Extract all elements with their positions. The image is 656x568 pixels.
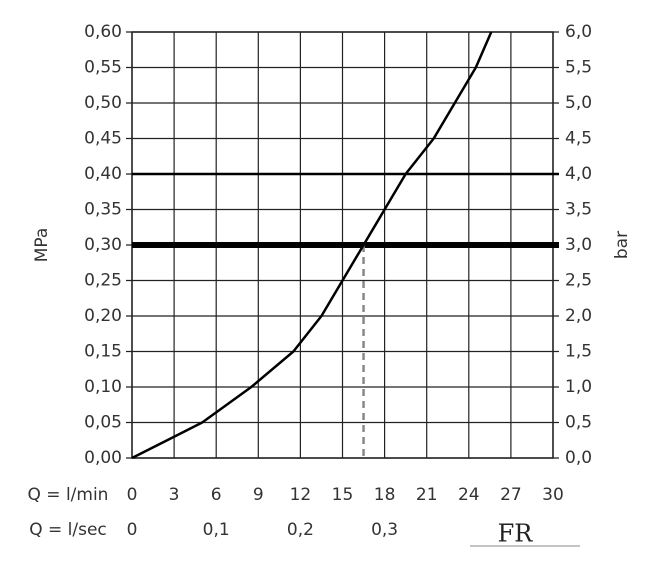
y2-tick-label: 2,5 — [565, 271, 592, 291]
y2-tick-label: 1,5 — [565, 342, 592, 362]
y-tick-label: 0,35 — [84, 200, 122, 220]
y2-tick-label: 2,0 — [565, 306, 592, 326]
y-tick-label: 0,60 — [84, 22, 122, 42]
y-tick-label: 0,25 — [84, 271, 122, 291]
x2-tick-label: 0,2 — [287, 520, 314, 540]
y-axis-label: MPa — [32, 228, 52, 263]
y2-tick-label: 3,0 — [565, 235, 592, 255]
x-tick-label: 18 — [374, 485, 396, 505]
y-tick-label: 0,15 — [84, 342, 122, 362]
y-tick-label: 0,20 — [84, 306, 122, 326]
x-tick-label: 15 — [332, 485, 354, 505]
x-tick-label: 27 — [500, 485, 522, 505]
y-tick-label: 0,45 — [84, 129, 122, 149]
y2-tick-label: 1,0 — [565, 377, 592, 397]
y-tick-label: 0,05 — [84, 413, 122, 433]
y2-tick-label: 0,5 — [565, 413, 592, 433]
y2-tick-label: 6,0 — [565, 22, 592, 42]
x-tick-label: 9 — [253, 485, 264, 505]
x-axis-label: Q = l/min — [28, 485, 109, 505]
x-tick-label: 6 — [211, 485, 222, 505]
y-tick-label: 0,30 — [84, 235, 122, 255]
x2-tick-label: 0 — [127, 520, 138, 540]
y2-axis-label: bar — [612, 231, 632, 259]
x-tick-label: 0 — [127, 485, 138, 505]
x-tick-label: 30 — [542, 485, 564, 505]
y-tick-label: 0,10 — [84, 377, 122, 397]
curve — [131, 31, 493, 460]
y2-tick-label: 4,5 — [565, 129, 592, 149]
logo: FR — [498, 520, 534, 548]
y-tick-label: 0,55 — [84, 58, 122, 78]
x-tick-label: 21 — [416, 485, 438, 505]
y-tick-label: 0,00 — [84, 448, 122, 468]
y2-tick-label: 0,0 — [565, 448, 592, 468]
x-tick-label: 24 — [458, 485, 480, 505]
y-tick-label: 0,50 — [84, 93, 122, 113]
y2-tick-label: 5,5 — [565, 58, 592, 78]
x2-tick-label: 0,3 — [371, 520, 398, 540]
y-tick-label: 0,40 — [84, 164, 122, 184]
y2-tick-label: 4,0 — [565, 164, 592, 184]
x2-tick-label: 0,1 — [203, 520, 230, 540]
y2-tick-label: 3,5 — [565, 200, 592, 220]
x2-axis-label: Q = l/sec — [29, 520, 107, 540]
x-tick-label: 12 — [290, 485, 312, 505]
x-tick-label: 3 — [169, 485, 180, 505]
y2-tick-label: 5,0 — [565, 93, 592, 113]
